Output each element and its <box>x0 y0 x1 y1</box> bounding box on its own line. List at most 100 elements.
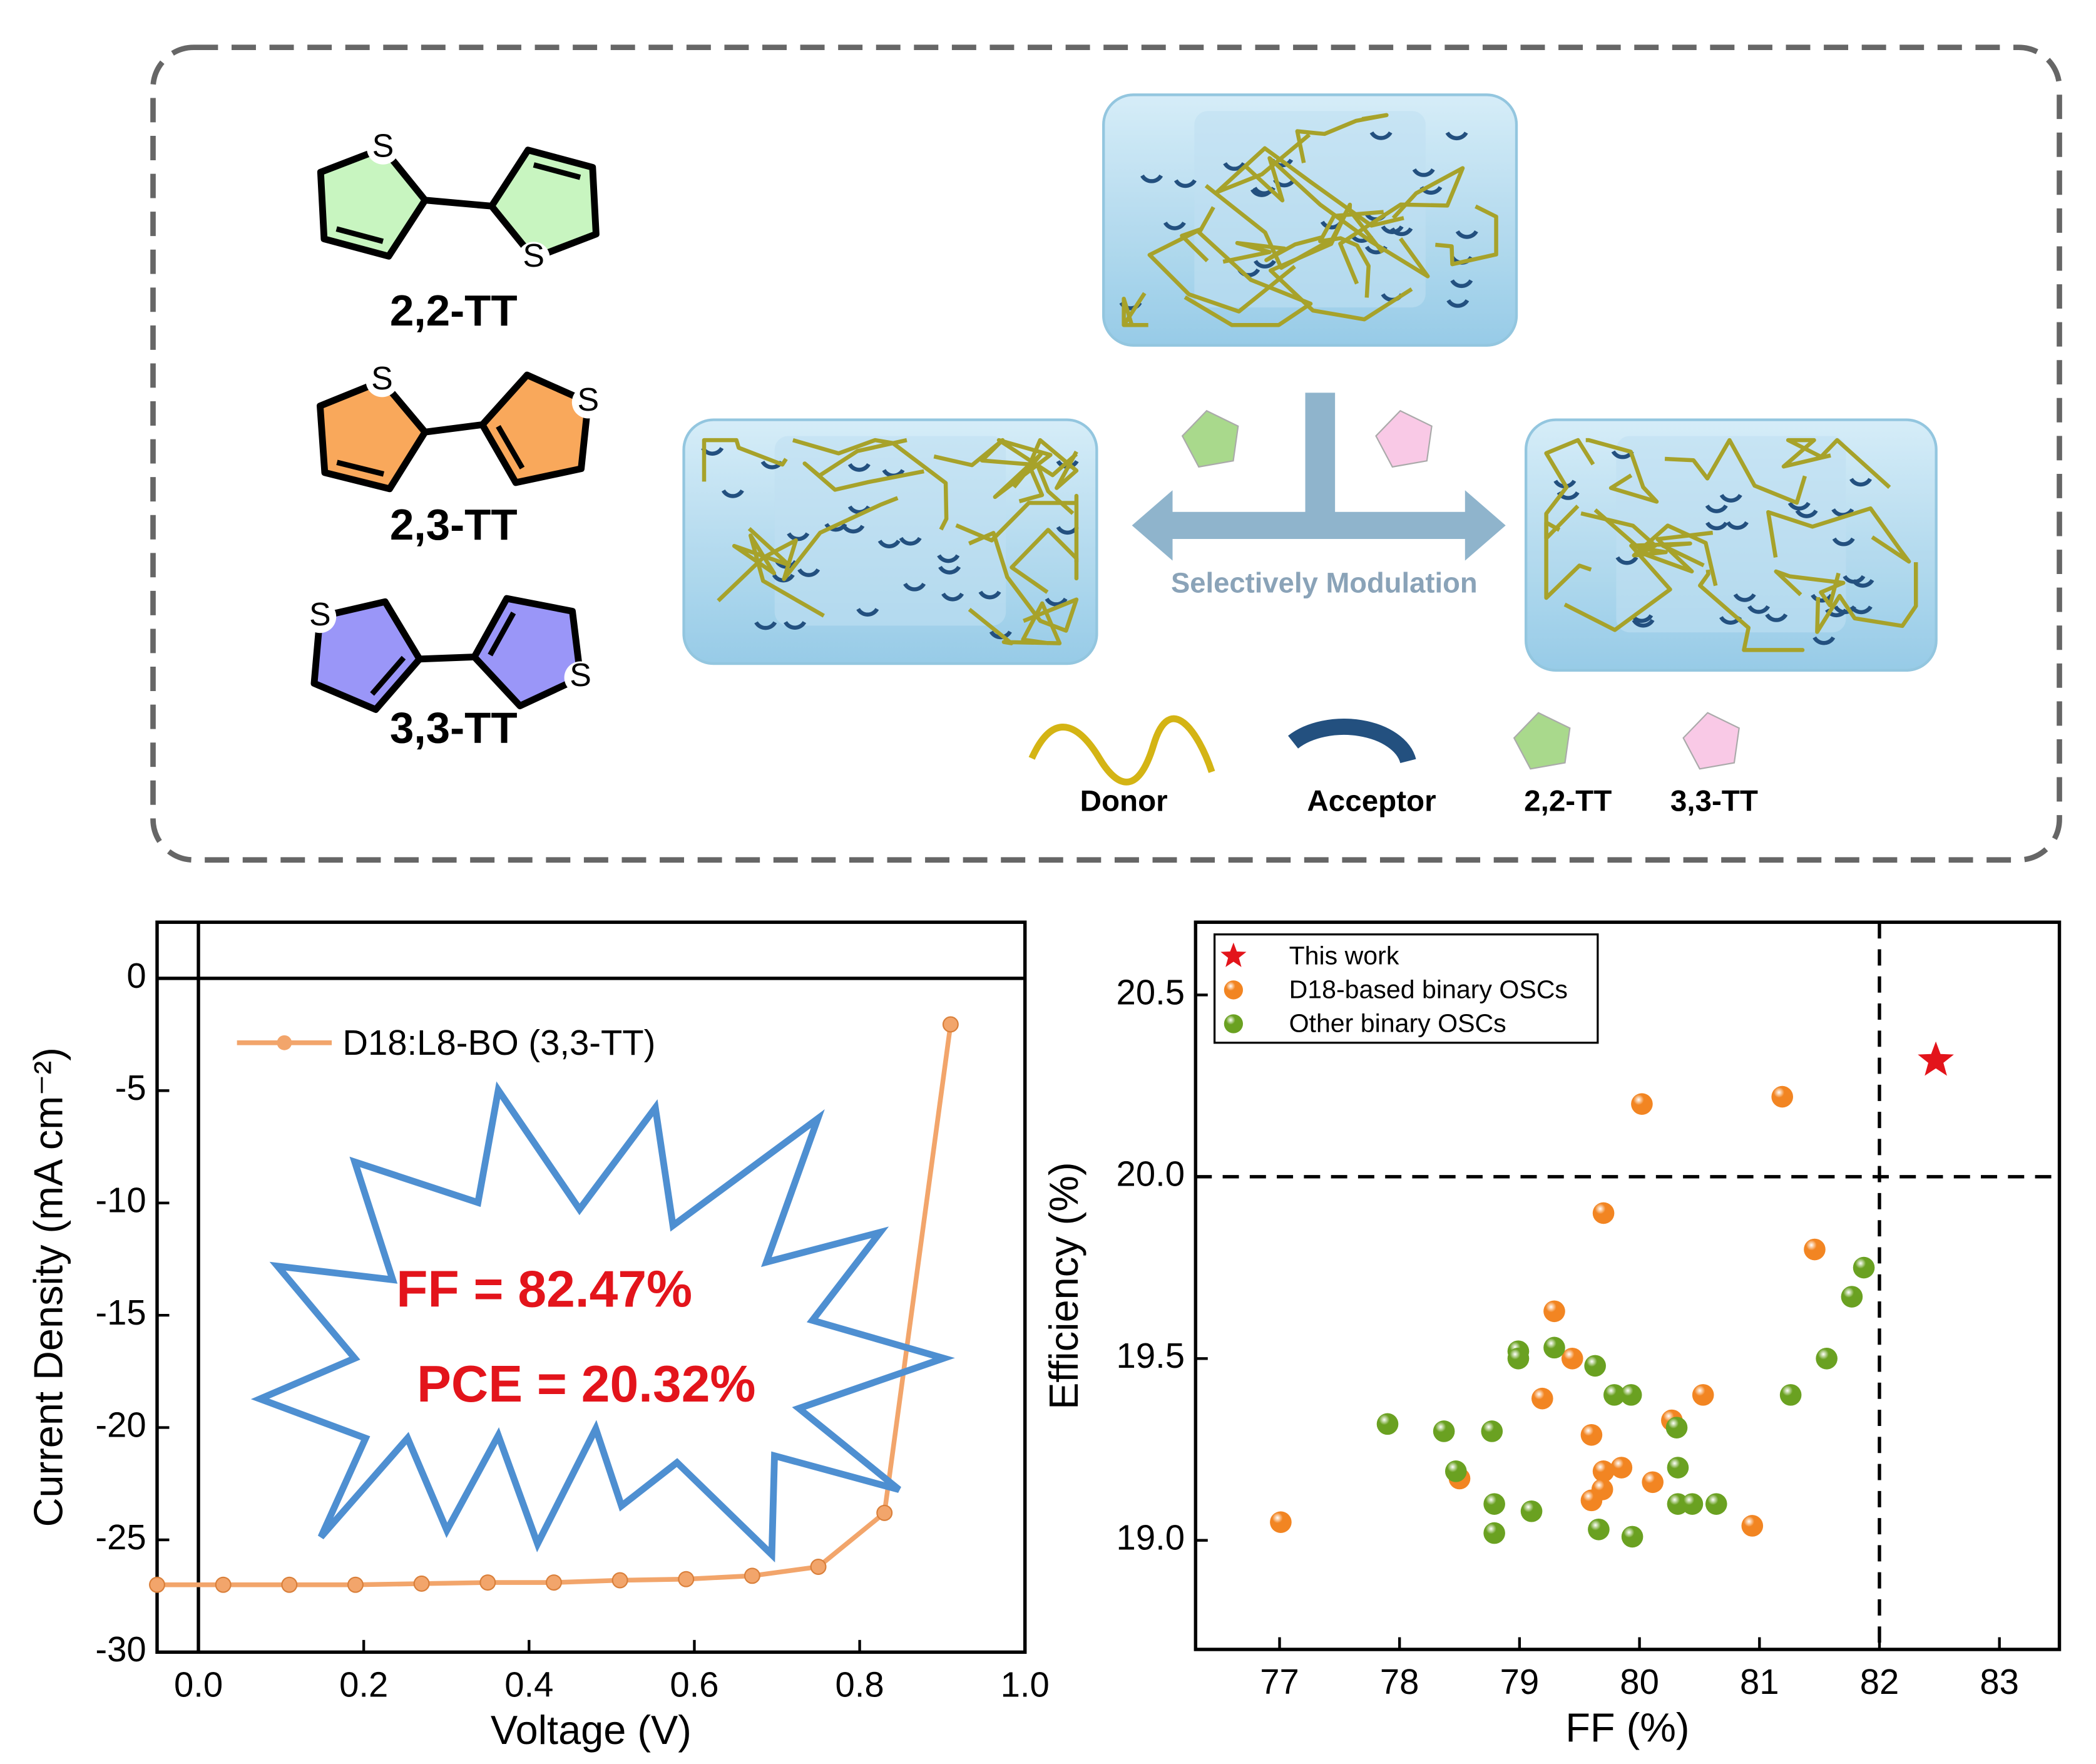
legend-text: Donor <box>1080 784 1168 818</box>
x-tick-label: 78 <box>1380 1662 1419 1701</box>
y-tick-label: 20.5 <box>1117 972 1185 1012</box>
acceptor-mol <box>903 582 926 592</box>
data-point <box>1592 1202 1615 1224</box>
legend-marker <box>277 1035 292 1050</box>
data-point <box>1531 1387 1553 1410</box>
legend-text: 3,3-TT <box>1670 784 1758 818</box>
acceptor-mol <box>847 505 871 515</box>
acceptor-mol <box>1705 521 1728 531</box>
x-tick-label: 77 <box>1260 1662 1299 1701</box>
acceptor-mol <box>1173 179 1197 188</box>
acceptor-mol <box>1832 537 1855 546</box>
double-bond <box>335 226 384 244</box>
donor-chain <box>968 601 1062 645</box>
donor-chain <box>1593 508 1718 587</box>
y-axis-title: Current Density (mA cm⁻²) <box>25 1047 71 1527</box>
legend-donor <box>1028 715 1215 786</box>
donor-chain <box>1774 569 1846 608</box>
donor-chain <box>1766 506 1911 564</box>
acceptor-mol <box>937 554 960 563</box>
y-tick-label: -25 <box>95 1517 146 1557</box>
double-bond <box>370 655 406 696</box>
acceptor-mol <box>1811 593 1834 603</box>
acceptor-mol <box>978 590 1001 600</box>
legend-text: Other binary OSCs <box>1289 1009 1506 1038</box>
legend-text: 2,2-TT <box>1524 784 1612 818</box>
data-point <box>678 1571 695 1587</box>
callout-star <box>250 1081 955 1563</box>
legend-text: Acceptor <box>1307 784 1436 818</box>
x-tick-label: 0.8 <box>835 1664 884 1704</box>
acceptor-mol <box>784 620 807 630</box>
data-point <box>1483 1493 1505 1515</box>
atom-label: S <box>371 361 393 397</box>
data-point <box>1841 1286 1863 1308</box>
x-tick-label: 0.0 <box>174 1664 223 1704</box>
acceptor-mol <box>842 525 865 534</box>
acceptor-mol <box>1725 521 1749 530</box>
acceptor-mol <box>1705 504 1728 513</box>
additive-icon <box>1513 712 1571 770</box>
donor-chain <box>702 438 788 482</box>
acceptor-mol <box>721 489 744 498</box>
acceptor-mol <box>941 592 964 602</box>
data-point <box>1543 1300 1565 1323</box>
data-point <box>1561 1347 1583 1370</box>
x-tick-label: 0.6 <box>670 1664 718 1704</box>
data-point <box>1507 1347 1530 1370</box>
acceptor-mol <box>1390 227 1413 237</box>
legend-text: D18-based binary OSCs <box>1289 975 1568 1003</box>
data-point <box>1603 1384 1625 1406</box>
data-point <box>1642 1471 1664 1494</box>
data-point <box>1270 1511 1292 1533</box>
donor-chain <box>1215 133 1404 228</box>
acceptor-mol <box>1632 618 1655 628</box>
data-point <box>1692 1384 1714 1406</box>
data-point <box>479 1574 496 1591</box>
acceptor-mol <box>1140 174 1163 183</box>
data-point <box>1481 1420 1503 1442</box>
donor-chain <box>1295 113 1389 163</box>
annotation: FF = 82.47% <box>396 1261 692 1318</box>
atom-bg <box>564 661 597 694</box>
acceptor-mol <box>1045 597 1068 607</box>
y-tick-label: -30 <box>95 1629 146 1669</box>
data-point <box>1520 1500 1543 1522</box>
data-point <box>1620 1384 1642 1406</box>
arrow-bar <box>1162 511 1476 540</box>
donor-chain <box>1338 166 1465 285</box>
data-point <box>1592 1460 1615 1482</box>
data-point <box>1621 1526 1644 1548</box>
acceptor-mol <box>847 463 871 472</box>
data-point <box>1681 1493 1704 1515</box>
y-tick-label: 0 <box>126 956 146 995</box>
data-point <box>942 1016 959 1033</box>
additive-icon <box>1181 409 1239 468</box>
bond <box>424 421 483 436</box>
acceptor-mol <box>856 608 879 617</box>
data-point <box>347 1576 364 1593</box>
arrow-label: Selectively Modulation <box>1171 567 1478 599</box>
data-point <box>1741 1515 1764 1537</box>
x-tick-label: 80 <box>1620 1662 1659 1701</box>
donor-chain <box>955 493 1079 562</box>
additive-icon <box>1375 409 1433 468</box>
atom-label: S <box>570 657 591 694</box>
data-point <box>1444 1460 1467 1482</box>
data-point <box>1853 1256 1875 1279</box>
acceptor-mol <box>1223 162 1246 171</box>
thiophene-ring <box>471 595 584 710</box>
atom-label: S <box>372 128 394 164</box>
thiophene-ring <box>310 598 423 713</box>
y-tick-label: -5 <box>115 1068 146 1107</box>
donor-chain <box>792 438 949 531</box>
x-tick-label: 83 <box>1980 1662 2019 1701</box>
molecule-name: 3,3-TT <box>390 703 518 752</box>
acceptor-mol <box>1849 478 1872 487</box>
film-face <box>774 436 1006 626</box>
atom-bg <box>304 600 337 633</box>
acceptor-mol <box>1450 279 1473 289</box>
data-point <box>545 1574 562 1591</box>
data-point <box>611 1572 628 1589</box>
donor-chain <box>1664 438 1807 505</box>
